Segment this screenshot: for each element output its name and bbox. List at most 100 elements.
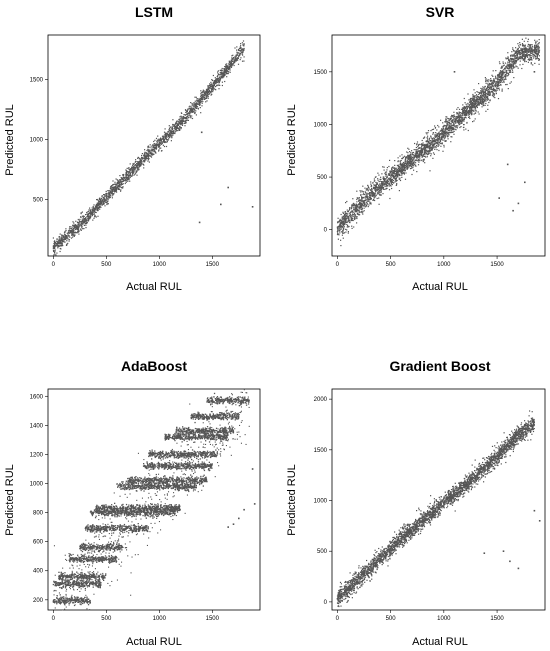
data-point xyxy=(97,202,99,204)
data-point xyxy=(410,161,412,163)
data-point xyxy=(436,137,438,139)
data-point xyxy=(133,162,135,165)
data-point xyxy=(72,221,74,223)
data-point xyxy=(61,244,63,246)
data-point xyxy=(410,159,412,161)
data-point xyxy=(438,149,440,152)
data-point xyxy=(413,165,415,167)
data-point xyxy=(66,243,68,245)
data-point xyxy=(127,171,129,173)
data-point xyxy=(130,175,132,177)
data-point xyxy=(488,91,490,94)
data-points xyxy=(52,40,254,256)
data-point xyxy=(488,94,490,96)
data-point xyxy=(106,198,108,200)
data-point xyxy=(402,161,404,164)
data-point xyxy=(159,147,161,149)
data-point xyxy=(421,148,423,150)
data-point xyxy=(67,242,69,244)
data-point xyxy=(108,190,110,192)
data-point xyxy=(69,231,71,234)
data-point xyxy=(424,136,426,138)
data-point xyxy=(113,188,115,190)
data-point xyxy=(215,82,217,85)
data-point xyxy=(510,57,512,59)
data-point xyxy=(128,175,130,177)
data-point xyxy=(232,57,234,59)
data-point xyxy=(503,79,505,81)
data-point xyxy=(388,182,390,184)
data-point xyxy=(536,44,538,46)
data-point xyxy=(151,150,153,152)
data-point xyxy=(513,53,515,55)
data-point xyxy=(530,62,532,64)
data-point xyxy=(412,163,414,165)
data-point xyxy=(139,163,141,165)
data-point xyxy=(474,92,476,94)
data-point xyxy=(87,220,89,222)
data-point xyxy=(74,228,77,231)
data-point xyxy=(204,98,206,100)
data-point xyxy=(386,184,388,186)
data-point xyxy=(428,146,430,148)
data-point xyxy=(221,74,223,76)
data-point xyxy=(66,235,68,237)
data-point xyxy=(167,135,169,137)
data-point xyxy=(536,58,538,60)
data-point xyxy=(358,207,360,209)
data-point xyxy=(110,192,112,194)
data-point xyxy=(203,90,205,92)
data-point xyxy=(492,70,494,72)
data-point xyxy=(413,163,416,165)
data-point xyxy=(243,49,245,51)
data-point xyxy=(487,86,489,88)
data-point xyxy=(196,98,198,100)
data-point xyxy=(391,167,393,169)
data-point xyxy=(450,141,452,143)
data-point xyxy=(220,75,222,77)
data-point xyxy=(371,193,373,195)
data-point xyxy=(342,222,344,224)
data-point xyxy=(201,105,203,107)
data-point xyxy=(389,184,391,187)
data-point xyxy=(429,140,431,142)
data-point xyxy=(420,153,423,155)
data-point xyxy=(404,162,406,164)
data-point xyxy=(208,93,210,95)
data-point xyxy=(353,205,355,207)
data-point xyxy=(106,202,108,204)
data-point xyxy=(398,190,400,192)
data-point xyxy=(369,199,371,201)
data-point xyxy=(137,167,139,169)
data-point xyxy=(462,117,464,119)
data-point xyxy=(106,201,109,203)
data-point xyxy=(483,88,485,90)
data-point xyxy=(363,203,365,206)
data-point xyxy=(177,127,179,129)
data-point xyxy=(115,185,117,188)
data-point xyxy=(112,184,114,186)
data-point xyxy=(369,193,371,195)
data-point xyxy=(129,180,131,182)
data-point xyxy=(156,143,158,145)
data-point xyxy=(378,203,380,205)
data-point xyxy=(411,150,413,152)
data-point xyxy=(426,156,428,158)
data-point xyxy=(191,117,194,120)
data-point xyxy=(383,166,385,168)
data-point xyxy=(394,173,396,175)
data-point xyxy=(383,180,385,183)
data-point xyxy=(354,210,356,212)
data-point xyxy=(169,126,171,128)
data-point xyxy=(538,41,540,44)
data-point xyxy=(370,192,372,194)
data-point xyxy=(200,97,202,99)
data-point xyxy=(390,170,392,172)
data-point xyxy=(177,120,179,123)
data-point xyxy=(341,217,343,219)
data-point xyxy=(63,239,65,241)
data-point xyxy=(173,124,175,126)
data-point xyxy=(86,211,88,214)
data-point xyxy=(389,172,391,174)
data-point xyxy=(430,148,432,150)
